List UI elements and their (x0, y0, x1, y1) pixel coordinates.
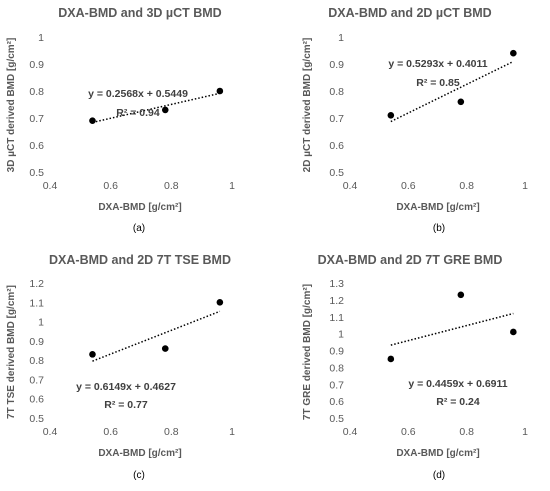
y-tick-label: 1 (338, 329, 344, 341)
trendline-equation: y = 0.2568x + 0.5449 (88, 88, 188, 100)
y-tick-label: 1.1 (29, 297, 44, 309)
y-tick-label: 0.5 (29, 167, 44, 179)
y-tick-label: 0.8 (29, 355, 44, 367)
y-tick-label: 0.6 (29, 140, 44, 152)
trendline-equation: y = 0.6149x + 0.4627 (76, 381, 176, 393)
y-axis-label: 7T TSE derived BMD [g/cm²] (6, 285, 17, 419)
y-tick-label: 1.1 (329, 312, 344, 324)
y-tick-label: 0.9 (29, 59, 44, 71)
y-tick-label: 1.2 (29, 278, 44, 290)
x-tick-label: 0.6 (401, 180, 416, 192)
chart-panel-3: DXA-BMD and 2D 7T TSE BMD 0.5 0.6 0.7 0.8 0.9… (6, 253, 235, 481)
x-tick-label: 0.8 (459, 180, 474, 192)
y-tick-label: 0.5 (329, 413, 344, 425)
x-tick-label: 1 (522, 426, 528, 438)
y-tick-label: 1 (38, 317, 44, 329)
x-axis-label: DXA-BMD [g/cm²] (396, 202, 479, 213)
chart-title: DXA-BMD and 3D µCT BMD (58, 6, 221, 20)
data-point (89, 351, 96, 358)
trendline (390, 312, 514, 346)
chart-title: DXA-BMD and 2D µCT BMD (328, 6, 491, 20)
trendline (92, 310, 221, 362)
x-tick-label: 0.8 (459, 426, 474, 438)
data-point (387, 355, 395, 363)
data-point (510, 328, 517, 336)
data-point (161, 345, 169, 352)
x-tick-label: 0.6 (103, 426, 118, 438)
x-tick-label: 0.4 (43, 426, 58, 438)
y-tick-label: 0.6 (329, 140, 344, 152)
y-tick-label: 0.9 (29, 336, 44, 348)
y-tick-label: 0.8 (29, 86, 44, 98)
r-squared-label: R² = 0.94 (116, 107, 160, 119)
x-tick-label: 0.8 (164, 426, 179, 438)
data-point (216, 87, 224, 95)
data-point (216, 298, 224, 306)
x-tick-label: 0.6 (401, 426, 416, 438)
trendline-equation: y = 0.4459x + 0.6911 (408, 378, 507, 390)
y-tick-label: 0.7 (29, 374, 44, 386)
x-tick-label: 1 (229, 426, 235, 438)
y-tick-label: 0.6 (329, 396, 344, 408)
chart-panel-1: DXA-BMD and 3D µCT BMD 0.5 0.6 0.7 0.8 0.9 1 0.… (6, 6, 235, 234)
y-axis-label: 3D µCT derived BMD [g/cm²] (6, 38, 17, 173)
x-tick-label: 0.6 (103, 180, 118, 192)
trendline (390, 60, 514, 123)
trendline (92, 92, 221, 124)
y-tick-label: 0.7 (329, 379, 344, 391)
y-tick-label: 0.8 (329, 86, 344, 98)
y-tick-label: 1 (38, 32, 44, 44)
x-axis-label: DXA-BMD [g/cm²] (396, 448, 479, 459)
y-tick-label: 0.6 (29, 394, 44, 406)
x-tick-label: 0.8 (164, 180, 179, 192)
y-tick-label: 1.3 (329, 278, 344, 290)
chart-title: DXA-BMD and 2D 7T TSE BMD (49, 253, 231, 267)
y-axis-label: 7T GRE derived BMD [g/cm²] (302, 284, 313, 420)
y-axis-label: 2D µCT derived BMD [g/cm²] (302, 38, 313, 173)
x-tick-label: 1 (229, 180, 235, 192)
x-tick-label: 0.4 (343, 426, 358, 438)
chart-panel-2: DXA-BMD and 2D µCT BMD 0.5 0.6 0.7 0.8 0.9 1 0.… (302, 6, 528, 234)
panel-caption: (c) (133, 470, 145, 481)
r-squared-label: R² = 0.77 (104, 399, 148, 411)
chart-title: DXA-BMD and 2D 7T GRE BMD (318, 253, 503, 267)
r-squared-label: R² = 0.85 (416, 77, 460, 89)
data-point (457, 98, 465, 106)
y-tick-label: 0.9 (329, 59, 344, 71)
r-squared-label: R² = 0.24 (436, 396, 480, 408)
chart-panel-4: DXA-BMD and 2D 7T GRE BMD 0.5 0.6 0.7 0.8 0.9… (302, 253, 528, 481)
data-point (89, 117, 96, 124)
x-axis-label: DXA-BMD [g/cm²] (98, 202, 181, 213)
y-tick-label: 0.7 (29, 113, 44, 125)
data-point (161, 106, 169, 114)
data-point (387, 112, 395, 119)
y-tick-label: 0.5 (29, 413, 44, 425)
x-tick-label: 1 (522, 180, 528, 192)
trendline-equation: y = 0.5293x + 0.4011 (388, 58, 487, 70)
panel-caption: (d) (433, 470, 445, 481)
panel-caption: (a) (133, 223, 145, 234)
data-point (510, 49, 517, 57)
x-tick-label: 0.4 (343, 180, 358, 192)
y-tick-label: 0.9 (329, 346, 344, 358)
y-tick-label: 0.5 (329, 167, 344, 179)
data-point (457, 291, 465, 299)
panel-caption: (b) (433, 223, 445, 234)
y-tick-label: 0.7 (329, 113, 344, 125)
x-axis-label: DXA-BMD [g/cm²] (98, 448, 181, 459)
y-tick-label: 1 (338, 32, 344, 44)
y-tick-label: 1.2 (329, 295, 344, 307)
x-tick-label: 0.4 (43, 180, 58, 192)
y-tick-label: 0.8 (329, 362, 344, 374)
